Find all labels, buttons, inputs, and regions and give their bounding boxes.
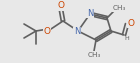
Text: O: O	[58, 2, 65, 11]
Text: N: N	[74, 28, 80, 36]
Text: O: O	[44, 27, 51, 35]
Text: H: H	[125, 35, 129, 41]
Text: CH₃: CH₃	[87, 52, 101, 58]
Text: O: O	[128, 19, 135, 28]
Text: CH₃: CH₃	[112, 5, 126, 11]
Text: N: N	[87, 9, 93, 18]
